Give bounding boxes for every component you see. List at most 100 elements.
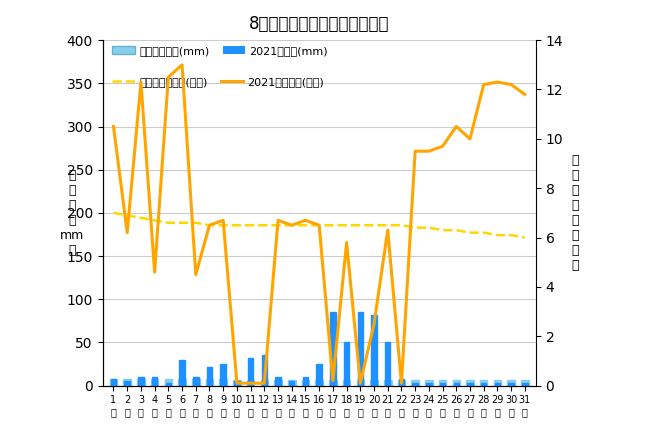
2021日照時間(時間) bbox=[356, 381, 364, 386]
日照時間平年値(時間) bbox=[123, 213, 131, 218]
Bar bbox=[315, 380, 323, 386]
Bar bbox=[206, 379, 213, 386]
Bar bbox=[481, 383, 486, 386]
2021日照時間(時間) bbox=[302, 218, 310, 223]
Bar bbox=[440, 383, 446, 386]
Bar bbox=[111, 379, 116, 386]
日照時間平年値(時間) bbox=[247, 222, 255, 228]
Bar bbox=[453, 380, 460, 386]
2021日照時間(時間) bbox=[274, 218, 282, 223]
Bar bbox=[125, 381, 130, 386]
Bar bbox=[288, 380, 296, 386]
Bar bbox=[180, 360, 185, 386]
Bar bbox=[358, 312, 363, 386]
2021日照時間(時間) bbox=[507, 82, 515, 87]
Line: 日照時間平年値(時間): 日照時間平年値(時間) bbox=[114, 213, 525, 238]
Bar bbox=[508, 380, 515, 386]
Bar bbox=[343, 380, 350, 386]
日照時間平年値(時間) bbox=[452, 228, 460, 233]
Bar bbox=[372, 315, 377, 386]
Bar bbox=[466, 380, 474, 386]
日照時間平年値(時間) bbox=[356, 222, 364, 228]
日照時間平年値(時間) bbox=[260, 222, 268, 228]
2021日照時間(時間) bbox=[411, 149, 419, 154]
2021日照時間(時間) bbox=[343, 240, 350, 245]
Bar bbox=[289, 381, 294, 386]
Bar bbox=[248, 358, 253, 386]
Bar bbox=[385, 343, 391, 386]
Bar bbox=[247, 380, 254, 386]
Bar bbox=[275, 380, 282, 386]
Bar bbox=[220, 364, 226, 386]
2021日照時間(時間) bbox=[150, 270, 158, 275]
2021日照時間(時間) bbox=[164, 75, 172, 80]
日照時間平年値(時間) bbox=[383, 222, 391, 228]
2021日照時間(時間) bbox=[219, 218, 227, 223]
日照時間平年値(時間) bbox=[164, 220, 172, 226]
2021日照時間(時間) bbox=[329, 378, 337, 383]
2021日照時間(時間) bbox=[137, 79, 145, 85]
2021日照時間(時間) bbox=[178, 62, 186, 67]
2021日照時間(時間) bbox=[123, 230, 131, 235]
Bar bbox=[261, 356, 267, 386]
Bar bbox=[521, 380, 529, 386]
Bar bbox=[219, 379, 227, 386]
日照時間平年値(時間) bbox=[110, 210, 117, 216]
Line: 2021日照時間(時間): 2021日照時間(時間) bbox=[114, 65, 525, 383]
Bar bbox=[494, 380, 501, 386]
日照時間平年値(時間) bbox=[329, 222, 337, 228]
Bar bbox=[303, 377, 308, 386]
Bar bbox=[453, 383, 459, 386]
2021日照時間(時間) bbox=[521, 92, 529, 97]
Bar bbox=[411, 380, 419, 386]
Bar bbox=[152, 377, 157, 386]
Bar bbox=[193, 377, 199, 386]
2021日照時間(時間) bbox=[288, 222, 296, 228]
2021日照時間(時間) bbox=[452, 124, 460, 129]
日照時間平年値(時間) bbox=[150, 218, 158, 223]
Bar bbox=[275, 377, 280, 386]
Legend: 日照時間平年値(時間), 2021日照時間(時間): 日照時間平年値(時間), 2021日照時間(時間) bbox=[112, 77, 324, 87]
日照時間平年値(時間) bbox=[288, 222, 296, 228]
2021日照時間(時間) bbox=[192, 272, 200, 277]
日照時間平年値(時間) bbox=[343, 222, 350, 228]
日照時間平年値(時間) bbox=[178, 220, 186, 226]
2021日照時間(時間) bbox=[466, 136, 474, 141]
Bar bbox=[398, 380, 405, 386]
Bar bbox=[467, 383, 473, 386]
Bar bbox=[495, 383, 500, 386]
Bar bbox=[330, 312, 336, 386]
Bar bbox=[138, 377, 144, 386]
2021日照時間(時間) bbox=[260, 381, 268, 386]
Bar bbox=[192, 379, 199, 386]
Bar bbox=[508, 383, 514, 386]
日照時間平年値(時間) bbox=[425, 225, 433, 230]
2021日照時間(時間) bbox=[370, 321, 378, 327]
Bar bbox=[370, 380, 378, 386]
日照時間平年値(時間) bbox=[411, 225, 419, 230]
Bar bbox=[302, 380, 310, 386]
日照時間平年値(時間) bbox=[507, 232, 515, 238]
Bar bbox=[384, 380, 391, 386]
Bar bbox=[399, 379, 404, 386]
日照時間平年値(時間) bbox=[480, 230, 488, 235]
Bar bbox=[137, 379, 145, 386]
Bar bbox=[344, 343, 349, 386]
2021日照時間(時間) bbox=[425, 149, 433, 154]
日照時間平年値(時間) bbox=[302, 222, 310, 228]
日照時間平年値(時間) bbox=[205, 222, 213, 228]
Bar bbox=[166, 383, 171, 386]
日照時間平年値(時間) bbox=[439, 228, 447, 233]
日照時間平年値(時間) bbox=[219, 222, 227, 228]
日照時間平年値(時間) bbox=[521, 235, 529, 240]
日照時間平年値(時間) bbox=[233, 222, 241, 228]
Y-axis label: 降
水
量
（
mm
）: 降 水 量 （ mm ） bbox=[60, 169, 84, 257]
2021日照時間(時間) bbox=[233, 381, 241, 386]
Bar bbox=[123, 379, 131, 386]
Bar bbox=[234, 381, 240, 386]
2021日照時間(時間) bbox=[480, 82, 488, 87]
Y-axis label: 日
照
時
間
（
時
間
）: 日 照 時 間 （ 時 間 ） bbox=[571, 154, 579, 272]
日照時間平年値(時間) bbox=[494, 232, 502, 238]
Bar bbox=[480, 380, 488, 386]
2021日照時間(時間) bbox=[494, 79, 502, 85]
